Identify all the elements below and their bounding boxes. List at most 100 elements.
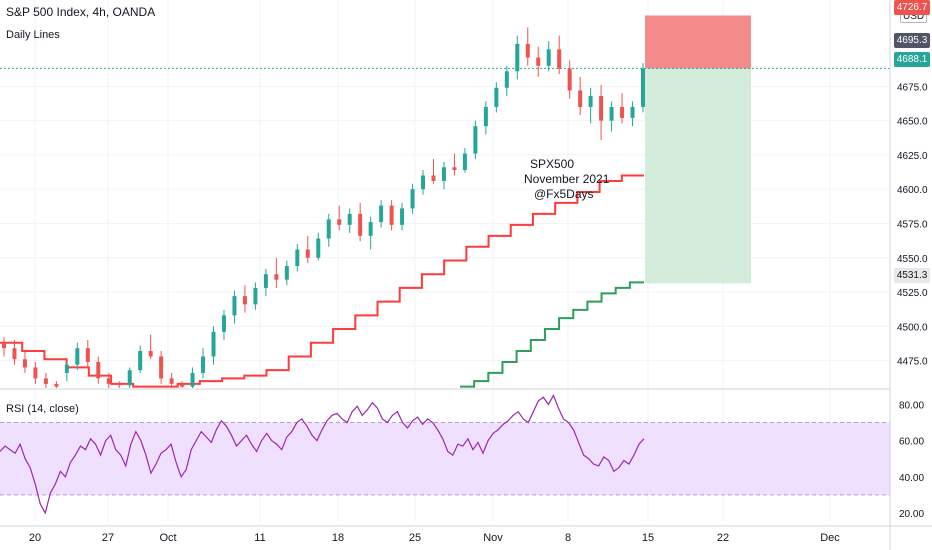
grid: [0, 0, 890, 522]
candle-body: [567, 68, 572, 91]
candle-body: [452, 167, 457, 171]
candle-body: [117, 383, 122, 386]
candle-body: [483, 106, 488, 127]
x-tick-label: 27: [102, 532, 114, 544]
daily-lines: [0, 174, 644, 388]
indicator-name: Daily Lines: [6, 29, 60, 41]
candle-body: [190, 372, 195, 387]
candle-body: [85, 348, 90, 362]
candle-body: [33, 367, 38, 379]
candle-body: [630, 106, 635, 118]
y-tick-label: 4600.0: [897, 185, 928, 196]
candle-body: [159, 356, 164, 379]
rsi-band: [0, 422, 890, 496]
y-tick-label: 4500.0: [897, 322, 928, 333]
candle-body: [316, 238, 321, 258]
rsi-band-fill: [0, 422, 890, 495]
candle-body: [609, 106, 614, 121]
candle-body: [221, 315, 226, 332]
y-tick-label: 4675.0: [897, 82, 928, 93]
y-tick-label: 4650.0: [897, 117, 928, 128]
y-tick-label: 4625.0: [897, 151, 928, 162]
candle-body: [620, 106, 625, 118]
y-tick-label: 4550.0: [897, 254, 928, 265]
daily-line-green: [460, 281, 644, 388]
candle-body: [43, 378, 48, 384]
candle-body: [494, 87, 499, 107]
x-tick-label: Nov: [483, 532, 503, 544]
annotation-line-3: @Fx5Days: [534, 187, 594, 201]
candle-body: [347, 213, 352, 225]
candle-body: [504, 71, 509, 88]
candle-body: [473, 126, 478, 154]
candle-body: [379, 205, 384, 223]
candle-body: [106, 378, 111, 384]
x-tick-label: Dec: [820, 532, 840, 544]
rsi-line: [0, 394, 645, 515]
candle-body: [368, 222, 373, 236]
candle-body: [441, 167, 446, 181]
candle-body: [410, 189, 415, 209]
candle-body: [211, 331, 216, 357]
candle-body: [138, 350, 143, 371]
x-tick-label: 20: [29, 532, 41, 544]
candle-body: [148, 350, 153, 357]
annotation-line-2: November 2021: [524, 172, 610, 186]
candle-body: [232, 296, 237, 316]
candle-body: [201, 356, 206, 373]
y-tick-label: 4525.0: [897, 288, 928, 299]
candle-body: [12, 348, 17, 360]
candle-body: [515, 43, 520, 72]
candle-body: [536, 57, 541, 66]
candle-body: [546, 49, 551, 66]
price-tag-last: 4688.1: [894, 52, 930, 67]
candle-body: [578, 90, 583, 107]
candle-body: [127, 370, 132, 386]
x-tick-label: 25: [409, 532, 421, 544]
price-tag-target: 4531.3: [894, 268, 930, 283]
rsi-tick-label: 20.00: [899, 509, 924, 520]
candle-body: [180, 383, 185, 387]
candle-body: [22, 359, 27, 368]
rsi-tick-label: 60.00: [899, 437, 924, 448]
candle-body: [358, 213, 363, 236]
chart-title: S&P 500 Index, 4h, OANDA: [6, 5, 156, 19]
candle-body: [400, 208, 405, 225]
y-tick-label: 4575.0: [897, 219, 928, 230]
rsi-title: RSI (14, close): [6, 403, 79, 415]
candle-body: [253, 287, 258, 305]
candle-body: [462, 153, 467, 171]
candle-body: [525, 43, 530, 58]
candle-body: [169, 378, 174, 384]
candle-body: [641, 68, 645, 107]
candle-body: [588, 95, 593, 107]
stop-zone: [645, 15, 751, 69]
candle-body: [337, 219, 342, 225]
x-tick-label: 11: [254, 532, 265, 544]
candle-body: [326, 219, 331, 239]
price-tag-stop: 4695.3: [894, 33, 930, 48]
annotation-line-1: SPX500: [530, 157, 575, 171]
candle-body: [263, 274, 268, 288]
x-tick-label: 18: [332, 532, 344, 544]
candle-body: [389, 205, 394, 225]
x-tick-label: 15: [642, 532, 654, 544]
position-zones: [0, 15, 890, 284]
candle-body: [431, 175, 436, 181]
candle-body: [295, 249, 300, 266]
candle-body: [274, 274, 279, 280]
candle-body: [599, 95, 604, 121]
candle-body: [242, 296, 247, 305]
candle-body: [75, 348, 80, 365]
candle-body: [2, 342, 6, 349]
x-tick-label: 8: [565, 532, 571, 544]
rsi-tick-label: 80.00: [899, 400, 924, 411]
candle-body: [421, 175, 426, 190]
rsi-tick-label: 40.00: [899, 473, 924, 484]
candle-body: [96, 361, 101, 379]
candle-body: [305, 249, 310, 258]
candles: [2, 27, 645, 388]
candle-body: [284, 265, 289, 280]
